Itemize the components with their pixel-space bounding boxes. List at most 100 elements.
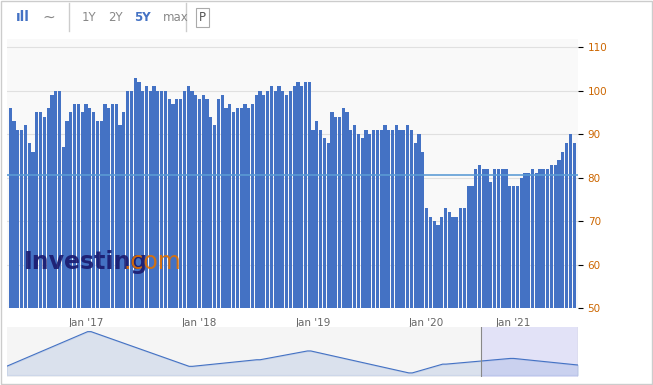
Bar [187, 86, 190, 385]
Text: max: max [163, 11, 189, 24]
Bar [145, 86, 148, 385]
Bar [92, 112, 95, 385]
Bar [172, 104, 174, 385]
Text: Investing: Investing [24, 250, 148, 274]
Text: ıll: ıll [16, 10, 30, 24]
Bar [179, 99, 182, 385]
Bar [402, 130, 406, 385]
Bar [118, 126, 121, 385]
Bar [54, 90, 57, 385]
Bar [573, 143, 576, 385]
Bar [58, 90, 61, 385]
Bar [444, 208, 447, 385]
Bar [300, 86, 303, 385]
Bar [88, 108, 91, 385]
Bar [470, 186, 473, 385]
Bar [266, 90, 269, 385]
Bar [417, 134, 421, 385]
Bar [466, 186, 470, 385]
Bar [20, 130, 24, 385]
Bar [561, 152, 564, 385]
Bar [349, 130, 353, 385]
Bar [569, 134, 572, 385]
Bar [232, 112, 235, 385]
Bar [77, 104, 80, 385]
Bar [406, 126, 409, 385]
Bar [489, 182, 492, 385]
Bar [134, 78, 136, 385]
Bar [368, 134, 372, 385]
Bar [84, 104, 88, 385]
Bar [240, 108, 243, 385]
Bar [379, 130, 383, 385]
Bar [259, 90, 262, 385]
Bar [338, 117, 341, 385]
Text: 5Y: 5Y [134, 11, 150, 24]
Bar [448, 213, 451, 385]
Bar [285, 95, 288, 385]
Bar [263, 95, 266, 385]
Bar [497, 169, 500, 385]
Bar [342, 108, 345, 385]
Bar [198, 99, 201, 385]
Bar [183, 90, 186, 385]
Bar [523, 173, 526, 385]
Bar [289, 90, 292, 385]
Bar [149, 90, 152, 385]
Bar [546, 169, 549, 385]
Bar [478, 164, 481, 385]
Bar [31, 152, 35, 385]
Bar [251, 104, 254, 385]
Bar [12, 121, 16, 385]
Bar [304, 82, 307, 385]
Text: .com: .com [123, 250, 182, 274]
Bar [516, 186, 519, 385]
Bar [504, 169, 507, 385]
Bar [432, 221, 436, 385]
Bar [209, 117, 212, 385]
Bar [308, 82, 311, 385]
Bar [202, 95, 205, 385]
Bar [353, 126, 357, 385]
Bar [372, 130, 375, 385]
Bar [99, 121, 103, 385]
Bar [225, 108, 228, 385]
Bar [508, 186, 511, 385]
Bar [153, 86, 155, 385]
Bar [35, 112, 39, 385]
Bar [455, 217, 458, 385]
Bar [16, 130, 20, 385]
Bar [383, 126, 387, 385]
Bar [357, 134, 360, 385]
Bar [46, 108, 50, 385]
Bar [206, 99, 209, 385]
Bar [236, 108, 239, 385]
Bar [244, 104, 247, 385]
Bar [247, 108, 250, 385]
Bar [296, 82, 300, 385]
Bar [527, 173, 530, 385]
Text: ∼: ∼ [42, 10, 56, 25]
Bar [323, 139, 326, 385]
Bar [190, 90, 193, 385]
Bar [164, 90, 167, 385]
Bar [364, 130, 368, 385]
Bar [278, 86, 281, 385]
Bar [463, 208, 466, 385]
Bar [69, 112, 72, 385]
Bar [535, 173, 538, 385]
Bar [440, 217, 443, 385]
Bar [160, 90, 163, 385]
Bar [387, 130, 390, 385]
Bar [156, 90, 159, 385]
Bar [228, 104, 231, 385]
Bar [330, 112, 334, 385]
Bar [429, 217, 432, 385]
Bar [531, 169, 534, 385]
Bar [50, 95, 54, 385]
Bar [42, 117, 46, 385]
Bar [474, 169, 477, 385]
Bar [493, 169, 496, 385]
Bar [501, 169, 504, 385]
Bar [398, 130, 402, 385]
